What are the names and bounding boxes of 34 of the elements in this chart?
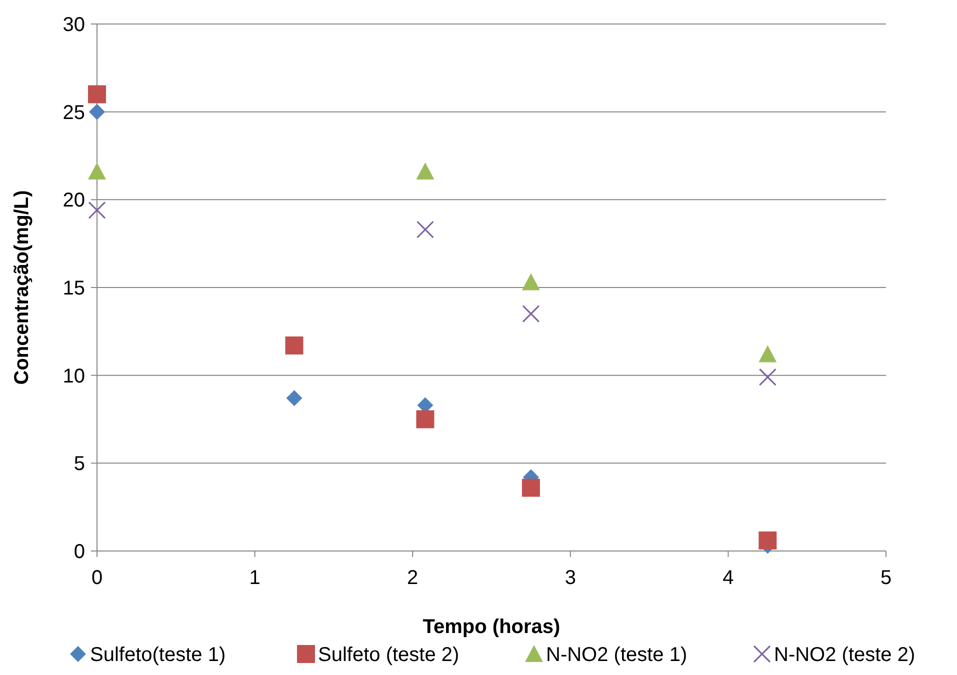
y-tick-label: 0	[74, 541, 85, 563]
point	[416, 410, 434, 428]
point	[416, 220, 434, 238]
legend-label: Sulfeto (teste 2)	[318, 644, 460, 666]
x-tick-label: 0	[91, 567, 103, 589]
x-tick-label: 4	[722, 567, 734, 589]
point	[522, 305, 540, 323]
point	[416, 162, 434, 180]
point	[286, 390, 302, 406]
y-tick-label: 10	[62, 365, 85, 388]
point	[758, 368, 776, 386]
x-axis-title: Tempo (horas)	[422, 616, 560, 638]
point	[285, 336, 304, 354]
point	[89, 104, 105, 120]
y-axis-title: Concentração(mg/L)	[11, 190, 33, 385]
point	[88, 201, 106, 220]
y-tick-label: 15	[62, 278, 85, 300]
legend-label: N-NO2 (teste 2)	[774, 644, 916, 666]
legend-label: N-NO2 (teste 1)	[546, 644, 688, 666]
x-tick-label: 2	[407, 567, 418, 589]
x-tick-label: 1	[249, 567, 260, 589]
point	[758, 531, 777, 550]
y-tick-label: 30	[62, 14, 85, 36]
point	[758, 345, 777, 362]
x-tick-label: 3	[564, 567, 576, 589]
x-tick-label: 5	[880, 567, 892, 589]
point	[88, 162, 106, 180]
y-tick-label: 25	[62, 102, 85, 124]
point	[522, 478, 540, 497]
legend-label: Sulfeto(teste 1)	[90, 644, 226, 666]
y-tick-label: 5	[74, 453, 85, 476]
y-tick-label: 20	[62, 190, 85, 212]
point	[88, 85, 106, 104]
point	[522, 273, 540, 290]
